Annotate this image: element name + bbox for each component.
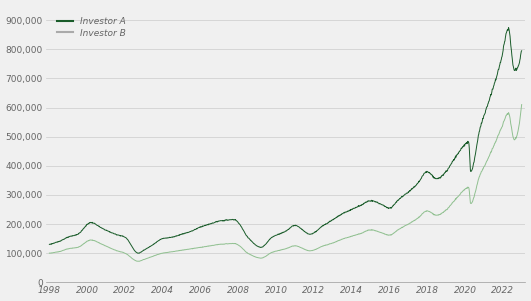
Investor A xyxy=(315,228,322,231)
Investor B xyxy=(315,246,322,250)
Investor A xyxy=(258,246,264,249)
Investor B xyxy=(258,256,264,260)
Investor B xyxy=(50,251,56,255)
Legend: Investor A, Investor B: Investor A, Investor B xyxy=(55,16,128,39)
Line: Investor A: Investor A xyxy=(49,28,521,253)
Investor A xyxy=(50,242,56,245)
Investor A xyxy=(518,49,525,53)
Investor A xyxy=(339,212,345,216)
Investor B xyxy=(46,251,53,255)
Investor A xyxy=(56,240,62,244)
Investor B xyxy=(518,103,525,106)
Investor B xyxy=(469,201,475,204)
Investor A xyxy=(136,251,142,255)
Line: Investor B: Investor B xyxy=(49,104,521,261)
Investor B xyxy=(56,250,62,253)
Investor B xyxy=(136,259,142,263)
Investor A xyxy=(46,243,53,246)
Investor B xyxy=(339,237,345,241)
Investor A xyxy=(469,168,475,172)
Investor A xyxy=(506,26,512,29)
